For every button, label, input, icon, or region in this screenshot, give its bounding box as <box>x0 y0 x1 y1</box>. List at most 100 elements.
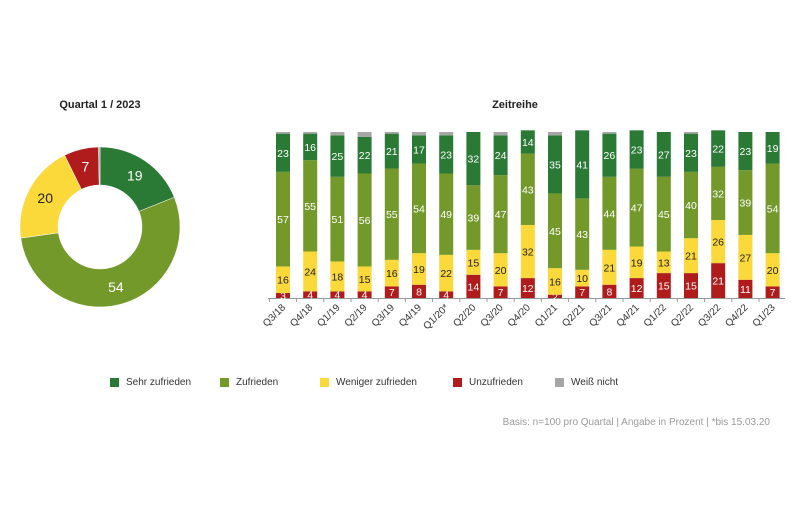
bar-segment-weiss-nicht <box>548 132 562 136</box>
bar-data-label: 4 <box>362 290 368 302</box>
donut-slice-weiss-nicht <box>98 146 101 186</box>
legend-item-zufrieden: Zufrieden <box>220 377 278 388</box>
x-tick-label: Q1/19 <box>315 302 342 329</box>
bar-data-label: 43 <box>522 184 534 196</box>
bar-segment-weiss-nicht <box>357 132 372 137</box>
x-tick-label: Q3/20 <box>479 302 506 329</box>
bar-data-label: 14 <box>522 137 534 149</box>
bar-segment-weniger-zufrieden <box>765 253 780 287</box>
bar-segment-weiss-nicht <box>330 132 345 136</box>
bar-data-label: 23 <box>740 146 752 158</box>
bar-segment-unzufrieden <box>548 294 562 298</box>
legend-item-sehr-zufrieden: Sehr zufrieden <box>110 377 191 388</box>
bar-data-label: 4 <box>334 290 340 302</box>
bar-data-label: 23 <box>440 149 452 161</box>
x-tick-label: Q3/21 <box>587 302 614 329</box>
bar-segment-sehr-zufrieden <box>384 133 399 169</box>
x-tick-label: Q4/18 <box>288 302 315 329</box>
bar-segment-zufrieden <box>493 175 508 254</box>
legend-item-weniger-zufrieden: Weniger zufrieden <box>320 377 417 388</box>
bar-data-label: 12 <box>631 283 643 295</box>
bar-data-label: 35 <box>549 159 561 171</box>
bar-segment-unzufrieden <box>303 291 318 298</box>
bar-segment-sehr-zufrieden <box>738 132 753 171</box>
legend-label: Unzufrieden <box>469 377 523 388</box>
legend-swatch <box>453 378 462 387</box>
bar-segment-unzufrieden <box>466 274 481 298</box>
bar-segment-weniger-zufrieden <box>439 254 454 292</box>
bar-segment-weniger-zufrieden <box>330 261 345 292</box>
x-tick-label: Q4/21 <box>615 302 642 329</box>
bar-data-label: 4 <box>443 290 449 302</box>
bar-data-label: 19 <box>413 264 425 276</box>
bar-data-label: 32 <box>468 154 480 166</box>
donut-data-label: 7 <box>81 159 89 175</box>
bar-data-label: 21 <box>712 276 724 288</box>
bar-data-label: 7 <box>579 287 585 299</box>
bar-segment-weniger-zufrieden <box>303 251 318 292</box>
x-tick-label: Q2/21 <box>560 302 587 329</box>
bar-data-label: 26 <box>712 237 724 249</box>
bar-segment-unzufrieden <box>439 291 454 298</box>
bar-segment-weniger-zufrieden <box>711 219 726 264</box>
bar-segment-weiss-nicht <box>684 132 698 134</box>
donut-slice-zufrieden <box>20 196 181 308</box>
bar-segment-zufrieden <box>629 168 644 247</box>
bar-data-label: 32 <box>522 247 534 259</box>
bar-data-label: 15 <box>658 281 670 293</box>
bar-segment-weniger-zufrieden <box>602 249 617 285</box>
bar-data-label: 13 <box>658 257 670 269</box>
bar-segment-unzufrieden <box>493 286 508 298</box>
bar-segment-weiss-nicht <box>276 132 290 134</box>
x-tick-label: Q1/20* <box>422 302 452 332</box>
legend-label: Weiß nicht <box>571 377 619 388</box>
bar-data-label: 44 <box>604 208 616 220</box>
bar-data-label: 7 <box>770 287 776 299</box>
bar-segment-sehr-zufrieden <box>575 130 590 199</box>
legend-label: Sehr zufrieden <box>126 377 192 388</box>
bar-segment-unzufrieden <box>656 273 671 298</box>
x-tick-label: Q3/19 <box>370 302 397 329</box>
bar-data-label: 24 <box>304 266 316 278</box>
bar-segment-sehr-zufrieden <box>520 130 535 154</box>
x-tick-label: Q1/21 <box>533 302 560 329</box>
bar-data-label: 21 <box>604 262 616 274</box>
bar-data-label: 55 <box>304 201 316 213</box>
x-tick-label: Q3/22 <box>696 302 723 329</box>
bar-data-label: 2 <box>552 291 558 303</box>
bar-data-label: 54 <box>767 203 779 215</box>
bar-segment-unzufrieden <box>684 273 698 298</box>
bar-segment-weniger-zufrieden <box>357 266 372 292</box>
bar-data-label: 26 <box>604 150 616 162</box>
bar-segment-zufrieden <box>303 160 318 252</box>
bar-data-label: 19 <box>767 143 779 155</box>
bar-segment-weniger-zufrieden <box>384 259 399 287</box>
bar-segment-unzufrieden <box>765 286 780 298</box>
bar-segment-sehr-zufrieden <box>656 132 671 177</box>
legend-swatch <box>110 378 119 387</box>
bar-segment-unzufrieden <box>602 284 617 298</box>
bar-data-label: 21 <box>386 146 398 158</box>
bar-data-label: 22 <box>440 268 452 280</box>
bar-segment-weniger-zufrieden <box>412 253 426 285</box>
bar-segment-sehr-zufrieden <box>303 133 318 161</box>
bar-data-label: 32 <box>712 188 724 200</box>
bar-segment-weniger-zufrieden <box>493 253 508 287</box>
bar-data-label: 47 <box>631 203 643 215</box>
bar-data-label: 12 <box>522 283 534 295</box>
bar-data-label: 8 <box>606 286 612 298</box>
donut-chart-title: Quartal 1 / 2023 <box>59 99 141 111</box>
bar-segment-sehr-zufrieden <box>765 132 780 164</box>
bar-segment-zufrieden <box>276 171 290 267</box>
bar-segment-weniger-zufrieden <box>575 269 590 287</box>
bar-segment-unzufrieden <box>384 286 399 298</box>
bar-segment-weiss-nicht <box>493 132 508 136</box>
bar-data-label: 19 <box>631 257 643 269</box>
bar-chart-title: Zeitreihe <box>492 99 538 111</box>
bar-segment-sehr-zufrieden <box>439 135 454 174</box>
x-tick-label: Q2/20 <box>451 302 478 329</box>
bar-data-label: 56 <box>359 215 371 227</box>
bar-segment-zufrieden <box>602 176 617 250</box>
bar-segment-weniger-zufrieden <box>520 224 535 279</box>
